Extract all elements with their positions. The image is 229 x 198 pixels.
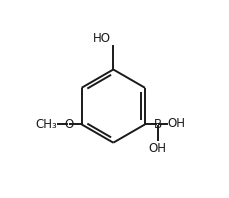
Text: OH: OH bbox=[148, 142, 166, 155]
Text: O: O bbox=[64, 118, 73, 131]
Text: B: B bbox=[153, 118, 161, 131]
Text: OH: OH bbox=[167, 117, 185, 130]
Text: HO: HO bbox=[93, 32, 111, 45]
Text: CH₃: CH₃ bbox=[35, 118, 57, 131]
